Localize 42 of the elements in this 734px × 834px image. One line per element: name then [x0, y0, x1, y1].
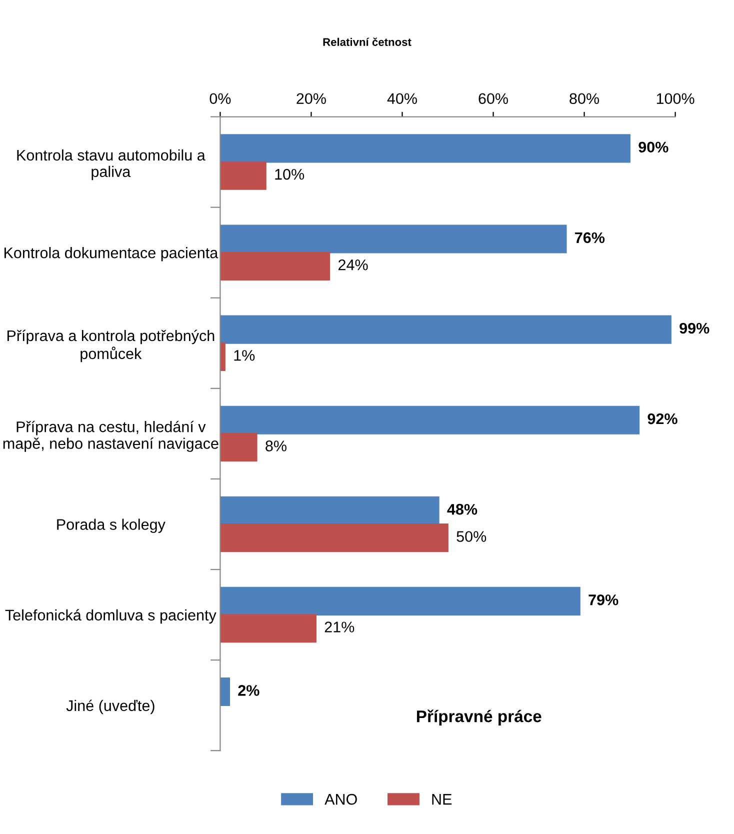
data-label: 1% [234, 350, 255, 361]
y-tick-label: Porada s kolegy [57, 518, 166, 533]
data-label: 92% [648, 413, 678, 424]
y-tick-label: Kontrola dokumentace pacienta [4, 247, 218, 262]
chart-title: Relativní četnost [323, 38, 412, 46]
data-label: 99% [680, 322, 710, 334]
legend-label: NE [432, 794, 452, 805]
bar [220, 161, 266, 190]
bar [220, 315, 672, 344]
bar [220, 134, 630, 163]
legend-label: ANO [324, 794, 357, 805]
bar [220, 677, 230, 706]
bar [220, 224, 567, 254]
data-label: 76% [575, 232, 605, 244]
y-tick-label: Jiné (uveďte) [66, 700, 154, 714]
data-label: 2% [238, 685, 260, 696]
y-tick-label: Telefonická domluva s pacienty [5, 609, 216, 624]
bar [220, 614, 316, 643]
x-tick-label: 0% [210, 93, 231, 104]
x-tick-label: 100% [656, 93, 694, 104]
data-label: 10% [275, 168, 304, 180]
bar [220, 252, 330, 280]
data-label: 48% [447, 504, 478, 515]
y-tick-label: Příprava a kontrola potřebných pomůcek [7, 330, 214, 362]
annotation: Přípravné práce [417, 710, 542, 726]
x-tick-label: 20% [296, 93, 326, 104]
data-label: 50% [456, 531, 486, 542]
data-label: 79% [588, 594, 618, 606]
bar [220, 432, 258, 462]
data-label: 21% [324, 622, 354, 632]
data-label: 24% [338, 259, 368, 270]
bar [220, 586, 580, 616]
y-tick-label: Kontrola stavu automobilu a paliva [17, 149, 206, 180]
bar [220, 496, 440, 525]
y-tick-label: Příprava na cestu, hledání v mapě, nebo nastavení navigace [3, 420, 218, 452]
bar [220, 406, 640, 434]
data-label: 90% [638, 142, 668, 153]
x-tick-label: 40% [387, 93, 417, 104]
data-label: 8% [266, 440, 286, 452]
bar [220, 524, 448, 552]
x-tick-label: 60% [478, 93, 508, 104]
x-tick-label: 80% [570, 93, 600, 104]
